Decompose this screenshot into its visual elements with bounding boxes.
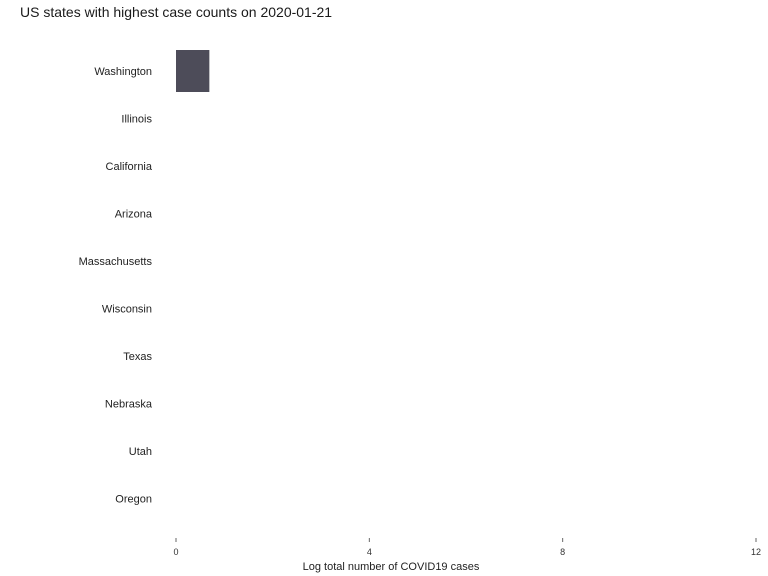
- category-label: Wisconsin: [102, 304, 152, 316]
- x-tick-label: 12: [751, 547, 761, 557]
- category-label: California: [106, 161, 153, 173]
- x-tick-label: 0: [173, 547, 178, 557]
- category-label: Oregon: [115, 494, 152, 506]
- category-label: Illinois: [121, 114, 152, 126]
- chart-title: US states with highest case counts on 20…: [20, 4, 333, 20]
- bar: [176, 50, 210, 92]
- x-axis-title: Log total number of COVID19 cases: [303, 561, 480, 573]
- category-label: Washington: [94, 66, 152, 78]
- category-label: Massachusetts: [79, 256, 153, 268]
- x-tick-label: 4: [367, 547, 372, 557]
- category-label: Nebraska: [105, 399, 153, 411]
- x-tick-label: 8: [560, 547, 565, 557]
- category-label: Texas: [123, 351, 152, 363]
- category-label: Utah: [129, 446, 152, 458]
- category-label: Arizona: [115, 209, 153, 221]
